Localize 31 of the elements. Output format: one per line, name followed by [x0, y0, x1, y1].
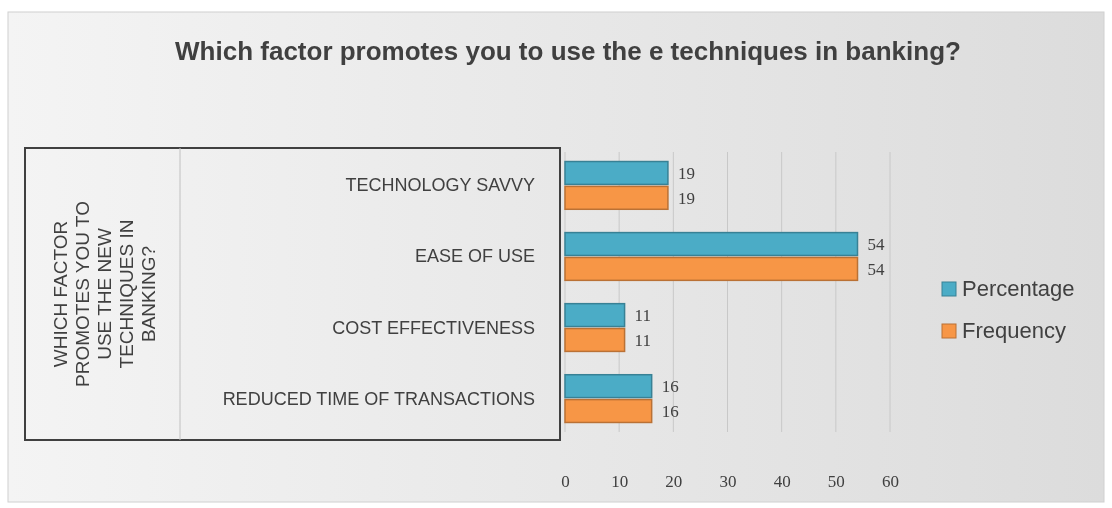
data-label: 54	[867, 259, 885, 279]
bar	[564, 185, 669, 211]
x-tick-label: 0	[561, 472, 570, 492]
legend-label: Percentage	[962, 276, 1075, 301]
bar	[564, 302, 626, 328]
x-tick-label: 50	[827, 472, 845, 492]
data-label: 19	[677, 188, 695, 208]
x-tick-label: 20	[665, 472, 683, 492]
y-tick-label: TECHNOLOGY SAVVY	[345, 175, 535, 196]
data-label: 11	[634, 330, 651, 350]
chart-title: Which factor promotes you to use the e techniques in banking?	[175, 36, 961, 66]
y-axis-title: WHICH FACTOR PROMOTES YOU TO USE THE NEW TECHNIQUES IN BANKING?	[50, 201, 159, 387]
bar	[564, 231, 859, 257]
data-label: 19	[677, 163, 695, 183]
y-tick-label: EASE OF USE	[414, 246, 535, 267]
bar	[564, 327, 626, 353]
bar	[564, 160, 669, 186]
x-tick-label: 30	[719, 472, 737, 492]
x-tick-label: 40	[773, 472, 791, 492]
x-tick-label: 10	[611, 472, 629, 492]
legend-label: Frequency	[962, 318, 1066, 343]
data-label: 16	[661, 402, 679, 422]
data-label: 11	[634, 306, 651, 326]
bar	[564, 398, 653, 424]
x-tick-label: 60	[882, 472, 899, 492]
y-tick-label: COST EFFECTIVENESS	[332, 317, 535, 338]
data-label: 54	[867, 235, 885, 255]
bar	[564, 373, 653, 399]
bar	[564, 256, 859, 282]
data-label: 16	[661, 377, 679, 397]
y-tick-label: REDUCED TIME OF TRANSACTIONS	[222, 388, 535, 409]
